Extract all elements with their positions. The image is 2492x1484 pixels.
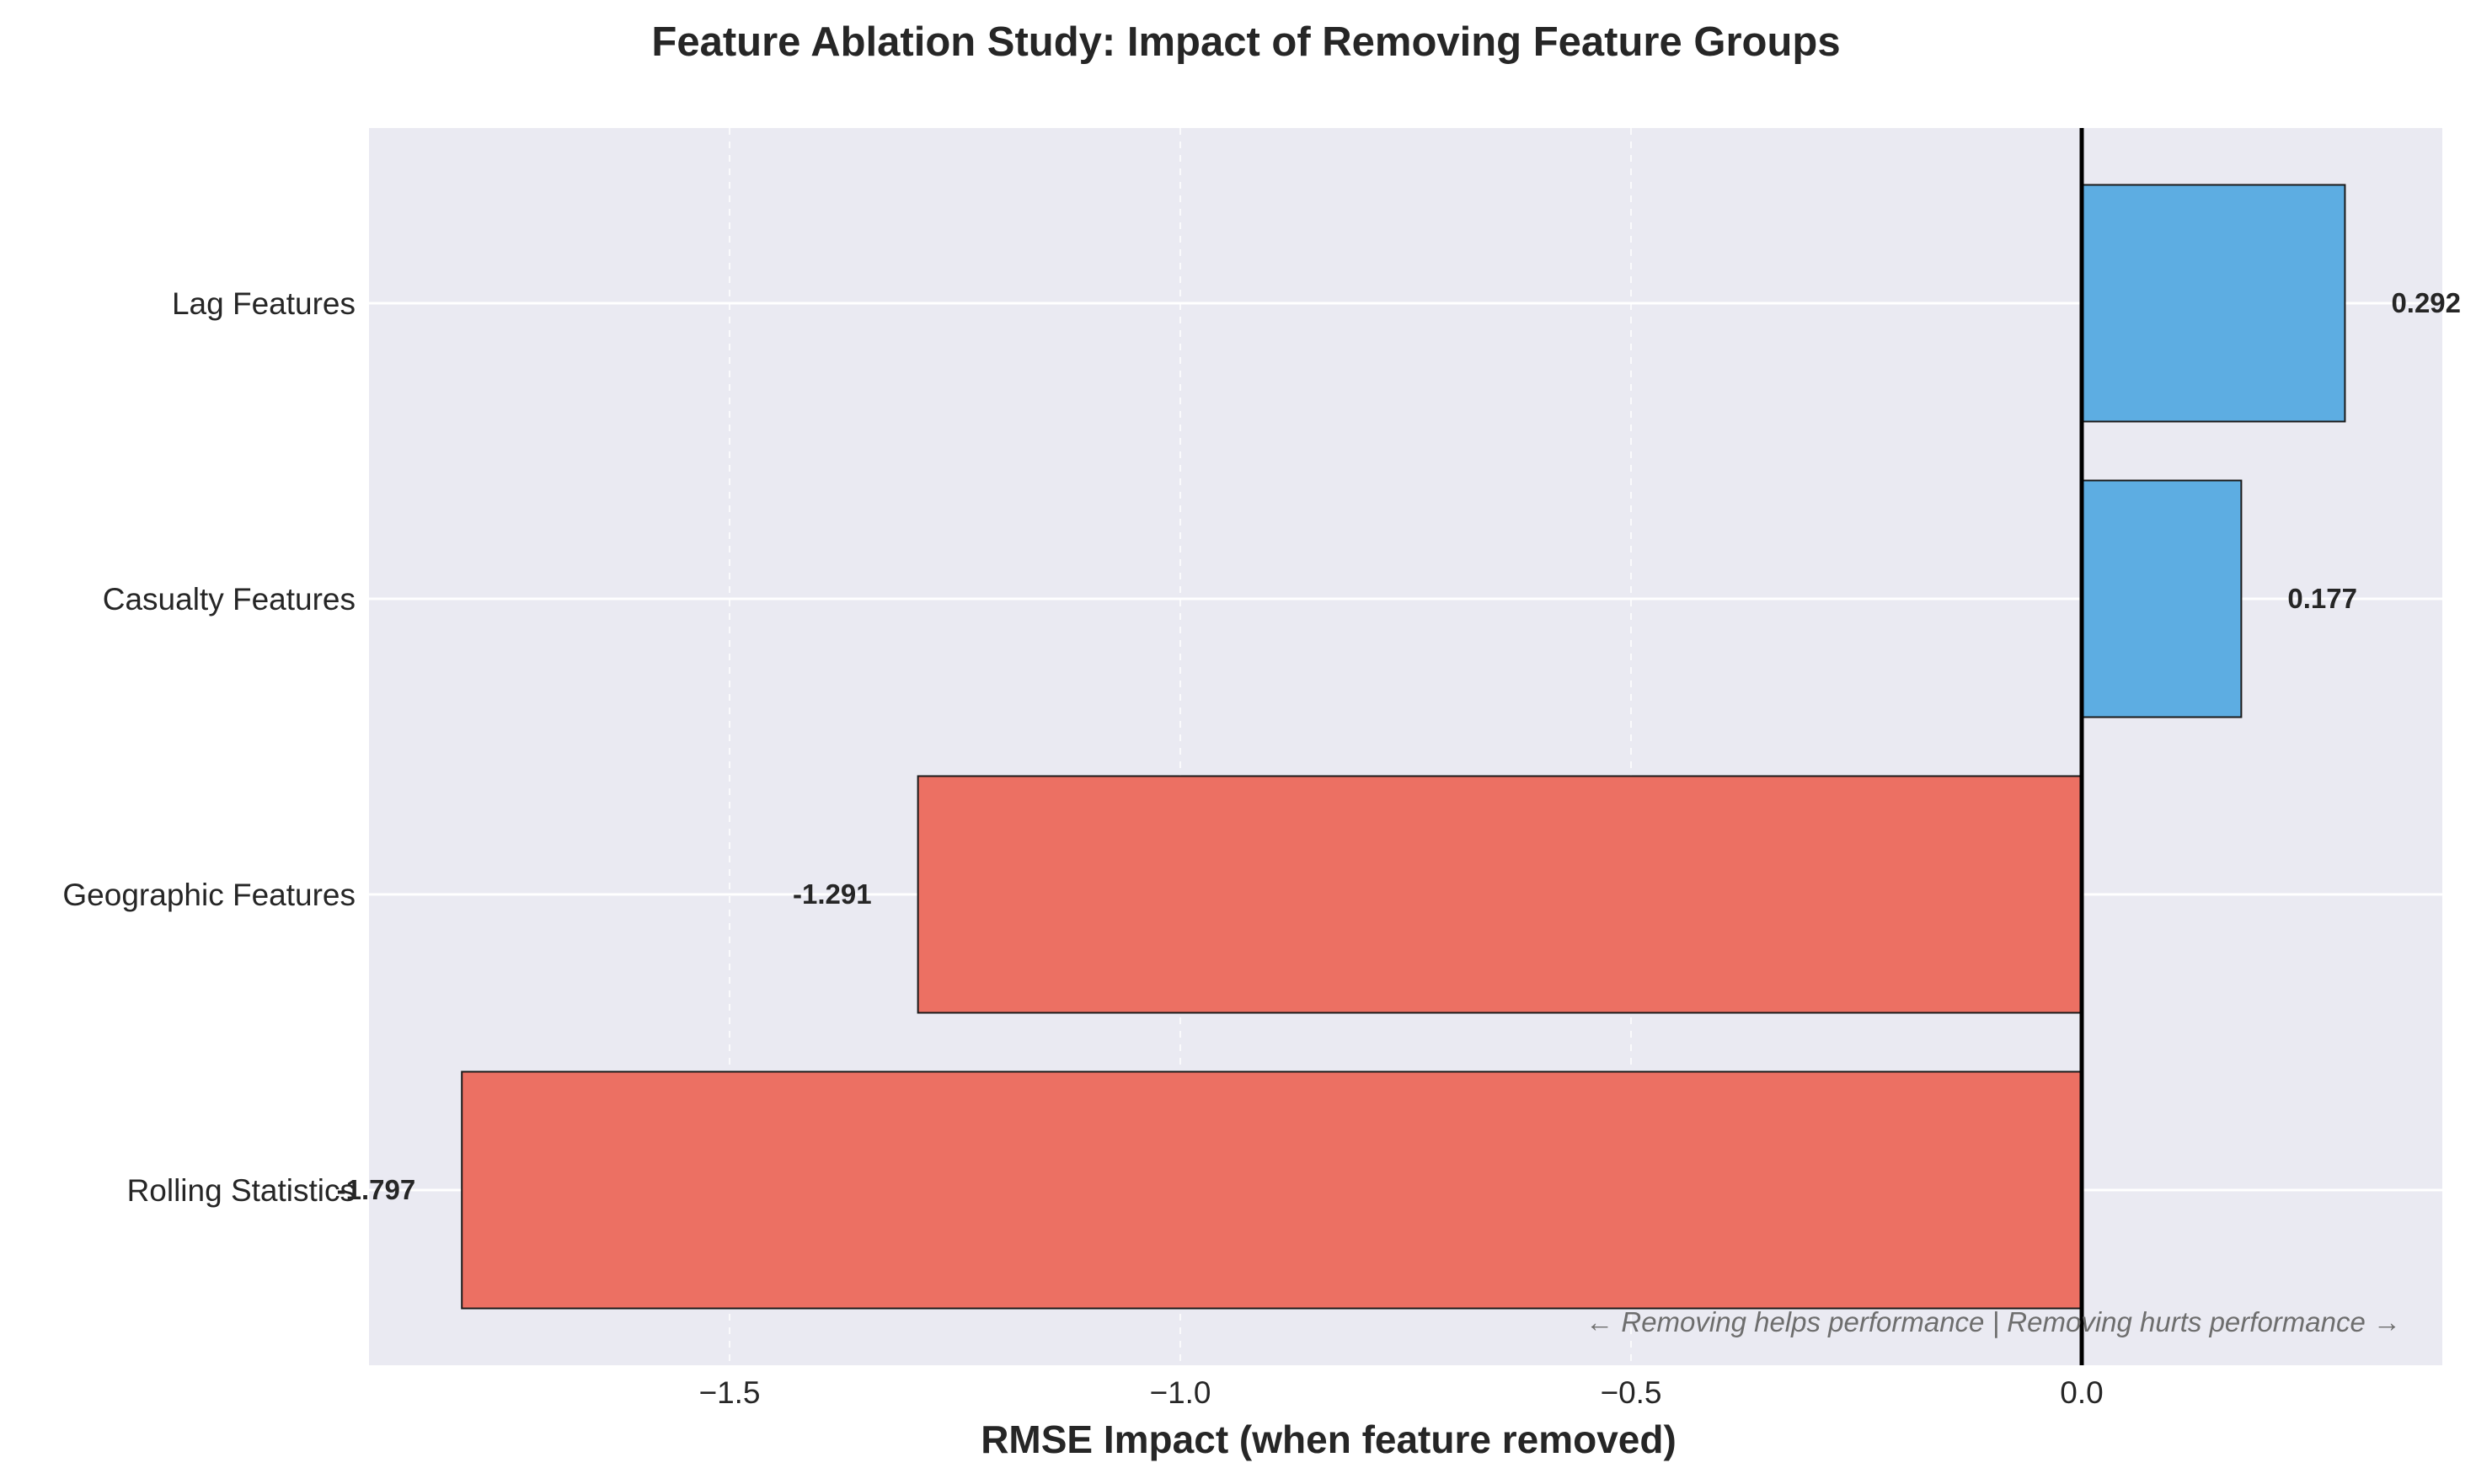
bar-layer (461, 184, 2346, 1310)
bar (2081, 184, 2346, 423)
bar (461, 1070, 2083, 1310)
x-axis-label: RMSE Impact (when feature removed) (981, 1417, 1676, 1461)
x-tick-label: −1.0 (1149, 1375, 1211, 1410)
x-tick-label: −0.5 (1600, 1375, 1661, 1410)
bar-value-label: -1.797 (337, 1174, 416, 1205)
chart-title: Feature Ablation Study: Impact of Removi… (651, 19, 1840, 65)
x-tick-label: 0.0 (2060, 1375, 2103, 1410)
bar (917, 775, 2083, 1014)
bar-value-label: -1.291 (793, 878, 872, 910)
y-tick-label: Lag Features (172, 286, 356, 321)
direction-annotation: ← Removing helps performance | Removing … (1586, 1306, 2401, 1337)
bar-value-label: 0.292 (2391, 287, 2461, 318)
y-tick-label: Rolling Statistics (127, 1173, 356, 1208)
y-tick-label: Geographic Features (62, 878, 356, 912)
x-tick-label: −1.5 (698, 1375, 760, 1410)
bar (2081, 479, 2243, 718)
label-layer: −1.5 −1.0 −0.5 0.0 Lag Features Casualty Feat… (62, 286, 2461, 1410)
y-tick-label: Casualty Features (103, 582, 356, 617)
bar-value-label: 0.177 (2287, 583, 2357, 614)
